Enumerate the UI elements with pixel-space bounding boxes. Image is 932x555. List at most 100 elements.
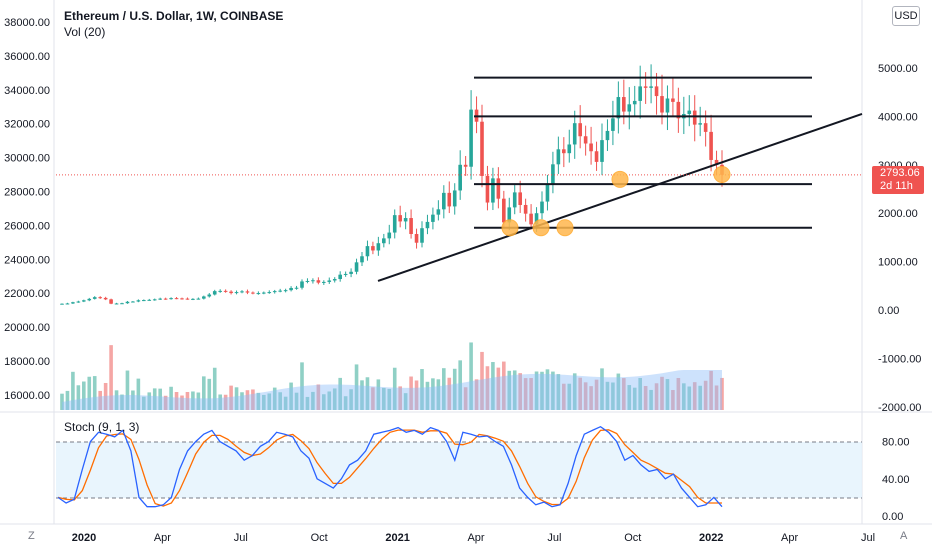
right-price-axis[interactable]: 5000.004000.003000.002000.001000.000.00-… [878,63,921,414]
candle-body [76,301,81,303]
volume-bar [665,379,670,410]
candle-body [469,109,473,167]
volume-bar [387,388,392,410]
candle-body [343,273,348,275]
volume-bar [311,391,315,410]
candle-body [578,123,582,137]
volume-bar [240,392,244,410]
candle-body [572,123,577,145]
price-pane[interactable] [0,0,862,412]
volume-bar [622,378,626,410]
volume-bar [698,385,702,410]
candle-body [589,143,593,152]
volume-bar [436,379,441,410]
volume-bar [534,371,539,410]
volume-bar [463,387,468,410]
last-price-badge: 2793.06 2d 11h [872,166,924,194]
auto-scale-button[interactable]: A [900,530,908,542]
trendline[interactable] [377,113,863,282]
volume-bar [354,364,359,410]
volume-bar [169,386,173,410]
volume-bar [71,371,75,410]
candle-body [671,98,675,102]
candle-body [676,101,681,119]
zoom-reset-button[interactable]: Z [28,530,35,542]
candle-body [338,274,342,280]
volume-bar [447,377,452,410]
stoch-band [56,442,862,498]
volume-bar [234,387,239,410]
candle-body [109,299,113,304]
candle-body [556,149,561,165]
volume-bar [322,394,326,410]
volume-bar [120,394,124,410]
candle-body [627,104,632,112]
candle-body [185,298,190,300]
volume-bar [485,366,490,410]
candle-body [523,204,528,214]
volume-legend[interactable]: Vol (20) [64,25,106,39]
volume-bar [512,370,517,410]
currency-button[interactable]: USD [892,6,920,26]
left-axis-tick-label: 28000.00 [4,187,50,199]
candle-body [223,290,228,292]
candle-body [360,256,364,263]
volume-bar [682,383,686,410]
candle-body [622,97,626,112]
candle-body [229,291,233,294]
volume-bar [425,381,430,410]
candle-body [567,144,572,154]
candle-body [518,192,522,205]
highlight-circle [556,219,574,237]
candle-body [447,192,452,207]
candle-body [665,98,670,113]
volume-bar [611,382,615,410]
volume-bar [382,387,386,410]
stoch-legend[interactable]: Stoch (9, 1, 3) [64,420,140,434]
volume-bar [245,390,250,410]
candle-body [207,294,212,297]
candle-body [692,110,697,125]
highlight-circle [713,165,731,183]
volume-bar [131,390,135,410]
candle-body [327,280,332,282]
volume-bar [491,362,495,410]
volume-bar [627,385,632,410]
volume-bar [638,377,642,410]
stoch-axis[interactable]: 80.00 40.00 0.00 [882,437,910,523]
volume-bar [709,370,713,410]
volume-bar [469,342,473,410]
volume-bar [676,377,681,410]
volume-bar [202,376,206,410]
candle-body [529,213,533,225]
volume-bar [294,392,299,410]
left-price-axis[interactable]: 38000.00 36000.00 34000.00 32000.00 30000.00… [4,17,50,402]
candle-body [218,290,222,292]
volume-bar [398,386,402,410]
volume-bar [556,374,561,410]
left-axis-tick-label: 16000.00 [4,390,50,402]
volume-bar [174,392,179,410]
time-axis[interactable]: 2020 Apr Jul Oct 2021 Apr Jul Oct 2022 Apr Jul [72,532,875,544]
candle-body [131,301,135,303]
symbol-title[interactable]: Ethereum / U.S. Dollar, 1W, COINBASE [64,9,284,23]
candle-body [709,131,713,160]
volume-bar [65,390,70,410]
volume-bar [76,385,81,410]
candle-body [616,97,621,119]
candle-body [147,299,152,301]
left-axis-tick-label: 34000.00 [4,85,50,97]
volume-bar [278,392,282,410]
candle-body [305,280,310,282]
time-axis-tick-label: 2021 [385,532,409,544]
volume-bar [671,390,675,410]
volume-bar [616,373,621,410]
volume-bar [392,367,397,410]
volume-bar [502,361,506,410]
volume-bar [567,383,572,410]
candle-body [349,271,353,274]
candle-body [278,290,282,292]
candle-body [234,292,239,294]
